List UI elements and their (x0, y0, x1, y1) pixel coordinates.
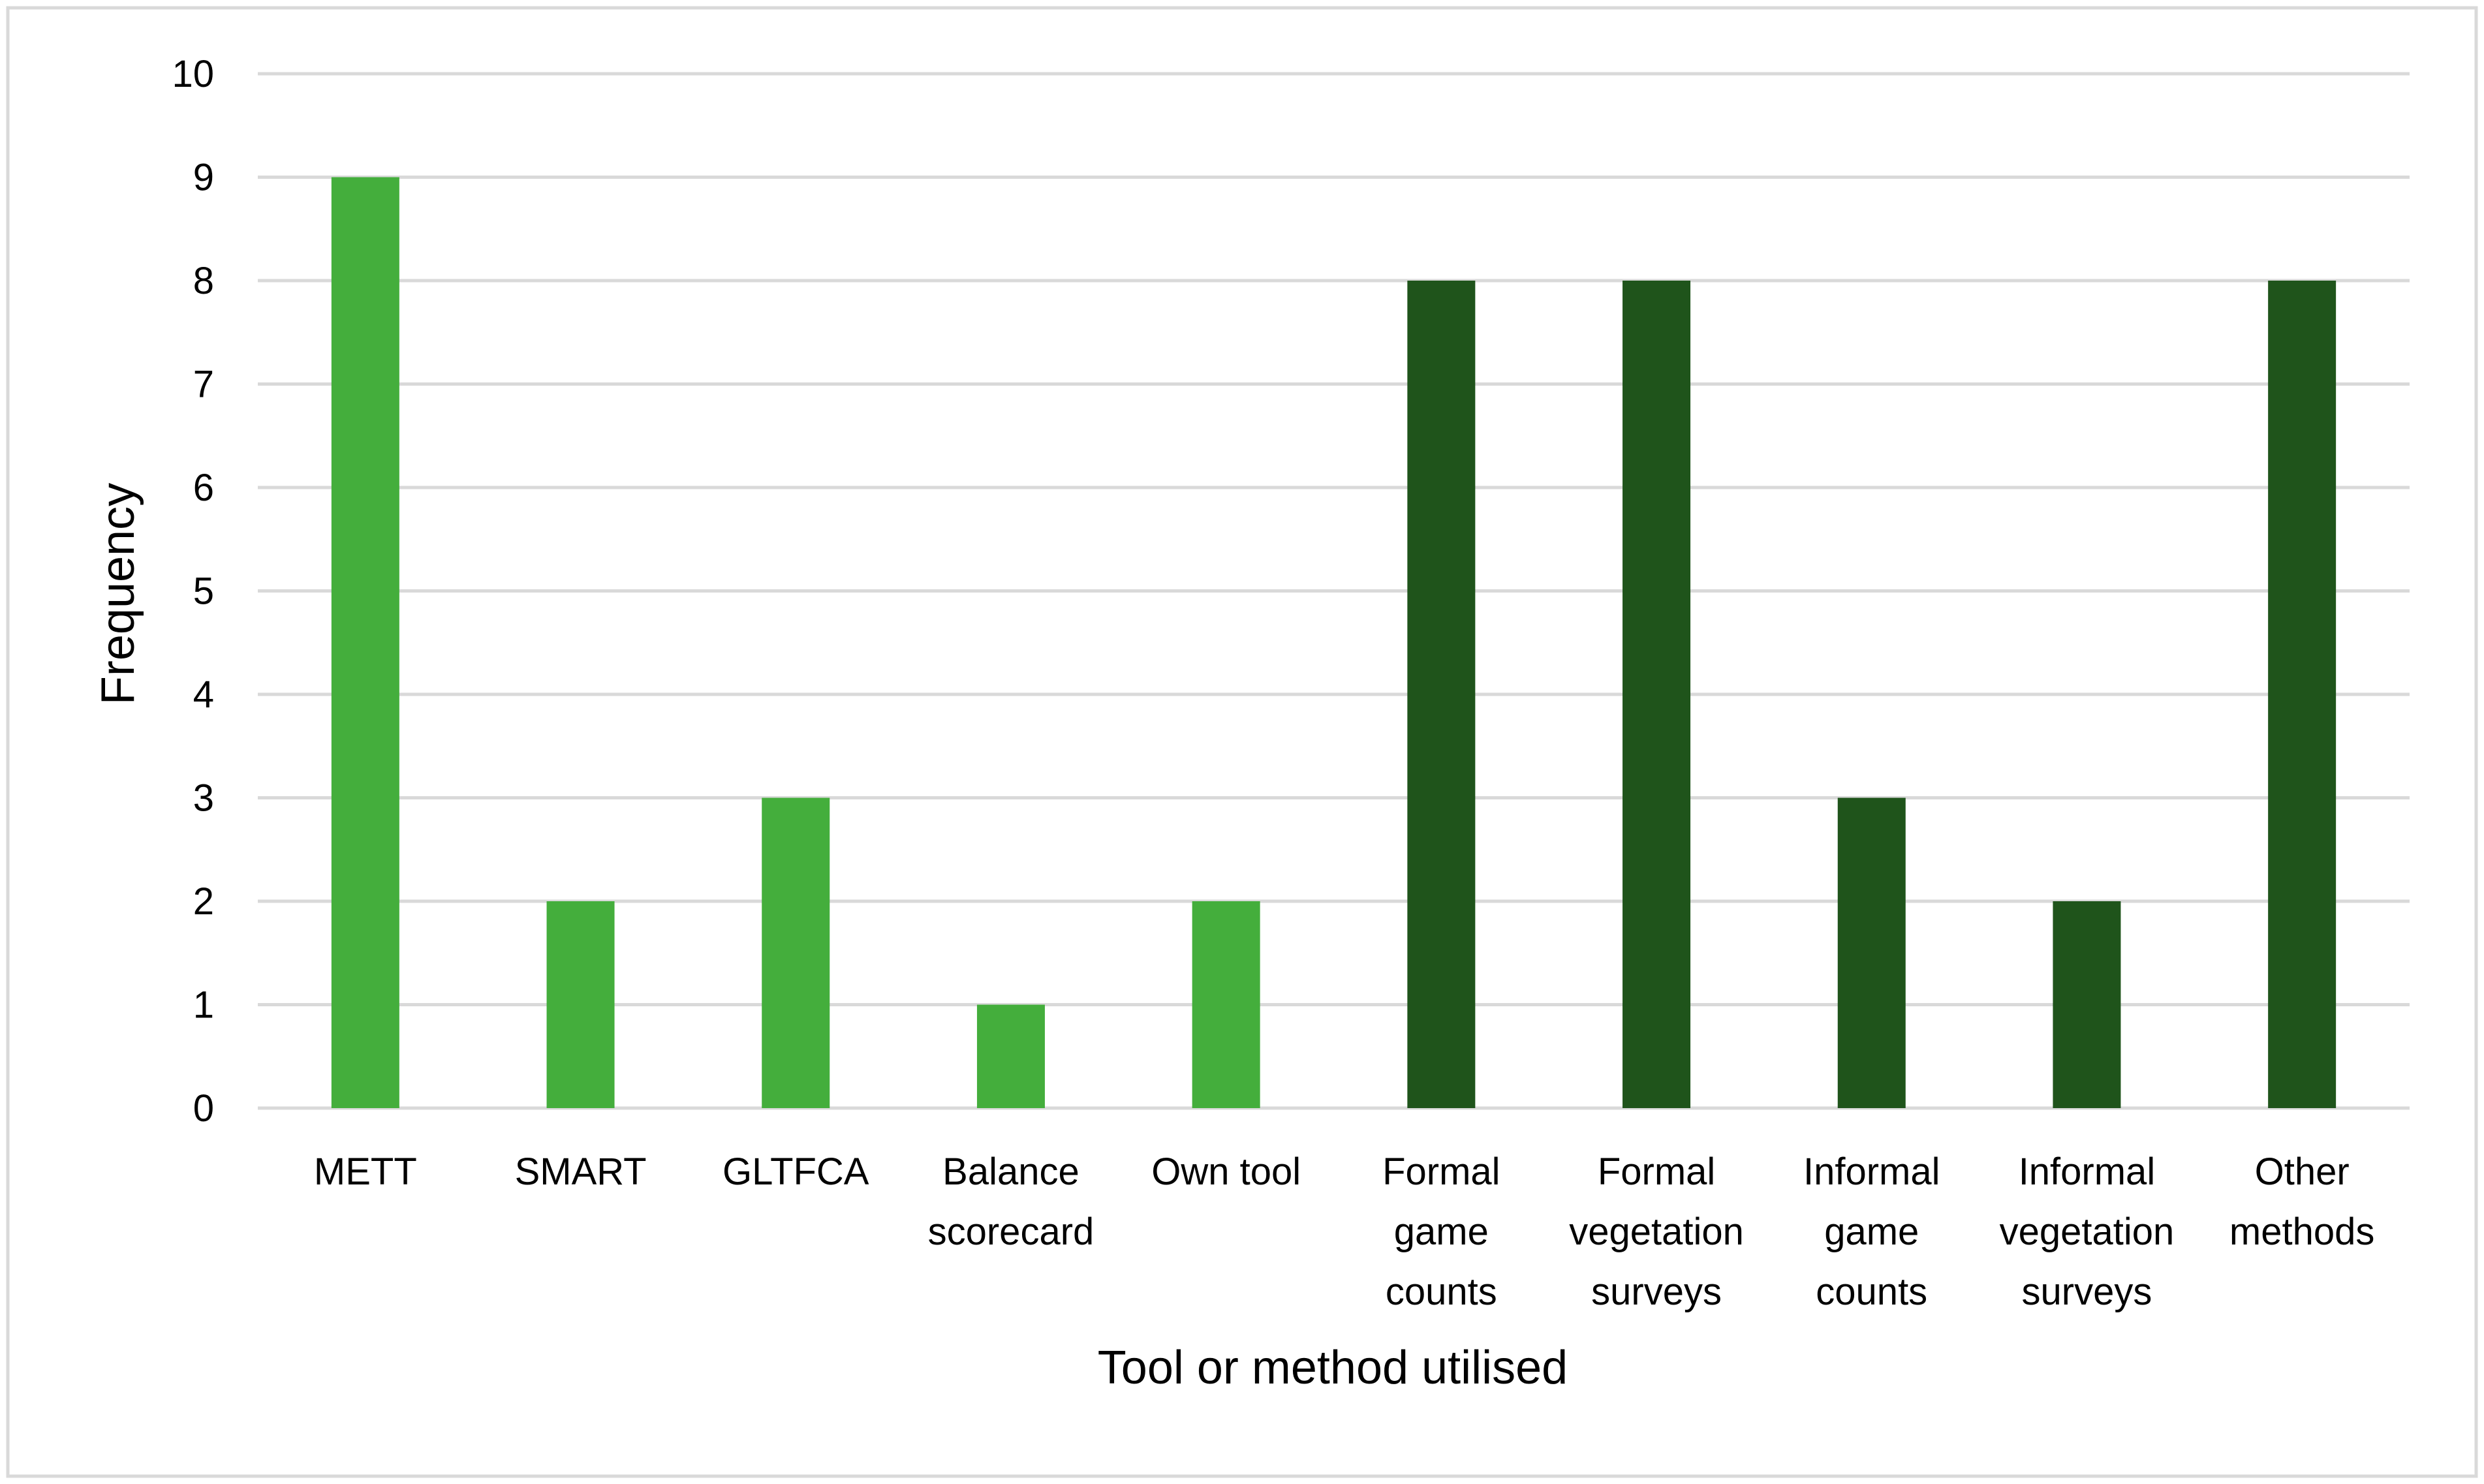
x-tick-label-line: surveys (2022, 1271, 2152, 1313)
y-tick-label: 10 (172, 53, 214, 95)
bar-informal-game-counts (1837, 797, 1906, 1108)
y-tick-label: 1 (193, 984, 214, 1027)
x-tick-label-line: Other (2255, 1151, 2350, 1193)
x-tick-label-line: SMART (515, 1151, 647, 1193)
x-tick-label-line: vegetation (1569, 1211, 1744, 1253)
bar-mett (331, 177, 399, 1108)
x-tick-label-line: counts (1816, 1271, 1927, 1313)
x-tick-label: GLTFCA (722, 1151, 869, 1193)
bar-informal-vegetation-surveys (2053, 901, 2121, 1108)
y-tick-label: 2 (193, 880, 214, 923)
y-axis-title: Frequency (92, 483, 144, 705)
x-axis-ticks: METT SMART GLTFCA Balance scorecard Own tool F… (314, 1151, 2374, 1313)
bars (331, 177, 2337, 1108)
x-tick-label-line: surveys (1591, 1271, 1722, 1313)
y-tick-label: 0 (193, 1087, 214, 1130)
x-tick-label-line: Formal (1598, 1151, 1715, 1193)
y-tick-label: 4 (193, 673, 214, 716)
bar-formal-game-counts (1407, 281, 1476, 1108)
x-tick-label-line: game (1394, 1211, 1489, 1253)
x-tick-label: Other methods (2229, 1151, 2374, 1253)
y-tick-label: 6 (193, 467, 214, 509)
y-tick-label: 3 (193, 777, 214, 820)
x-tick-label: Informal game counts (1803, 1151, 1940, 1313)
bar-smart (546, 901, 615, 1108)
x-tick-label-line: counts (1386, 1271, 1497, 1313)
y-tick-label: 8 (193, 260, 214, 302)
bar-formal-vegetation-surveys (1622, 281, 1691, 1108)
x-tick-label-line: Informal (2019, 1151, 2156, 1193)
x-tick-label: METT (314, 1151, 417, 1193)
x-tick-label-line: scorecard (928, 1211, 1095, 1253)
x-tick-label: Formal game counts (1382, 1151, 1500, 1313)
x-tick-label: Own tool (1151, 1151, 1301, 1193)
bar-balance-scorecard (976, 1004, 1045, 1108)
x-tick-label-line: Own tool (1151, 1151, 1301, 1193)
gridlines (258, 72, 2410, 1110)
chart-border (6, 6, 2478, 1478)
y-axis-ticks: 0 1 2 3 4 5 6 7 8 9 10 (172, 53, 214, 1130)
x-tick-label-line: GLTFCA (722, 1151, 869, 1193)
x-tick-label: Balance scorecard (928, 1151, 1095, 1253)
bar-gltfca (762, 797, 830, 1108)
x-tick-label-line: methods (2229, 1211, 2374, 1253)
x-tick-label-line: Informal (1803, 1151, 1940, 1193)
bar-other-methods (2268, 281, 2337, 1108)
x-tick-label-line: METT (314, 1151, 417, 1193)
y-tick-label: 7 (193, 363, 214, 406)
x-tick-label-line: Balance (942, 1151, 1079, 1193)
x-axis-title: Tool or method utilised (1098, 1342, 1568, 1394)
x-tick-label-line: Formal (1382, 1151, 1500, 1193)
y-tick-label: 5 (193, 570, 214, 613)
x-tick-label-line: vegetation (2000, 1211, 2175, 1253)
x-tick-label: Formal vegetation surveys (1569, 1151, 1744, 1313)
y-tick-label: 9 (193, 157, 214, 199)
bar-own-tool (1192, 901, 1260, 1108)
x-tick-label: SMART (515, 1151, 647, 1193)
x-tick-label: Informal vegetation surveys (2000, 1151, 2175, 1313)
x-tick-label-line: game (1824, 1211, 1919, 1253)
